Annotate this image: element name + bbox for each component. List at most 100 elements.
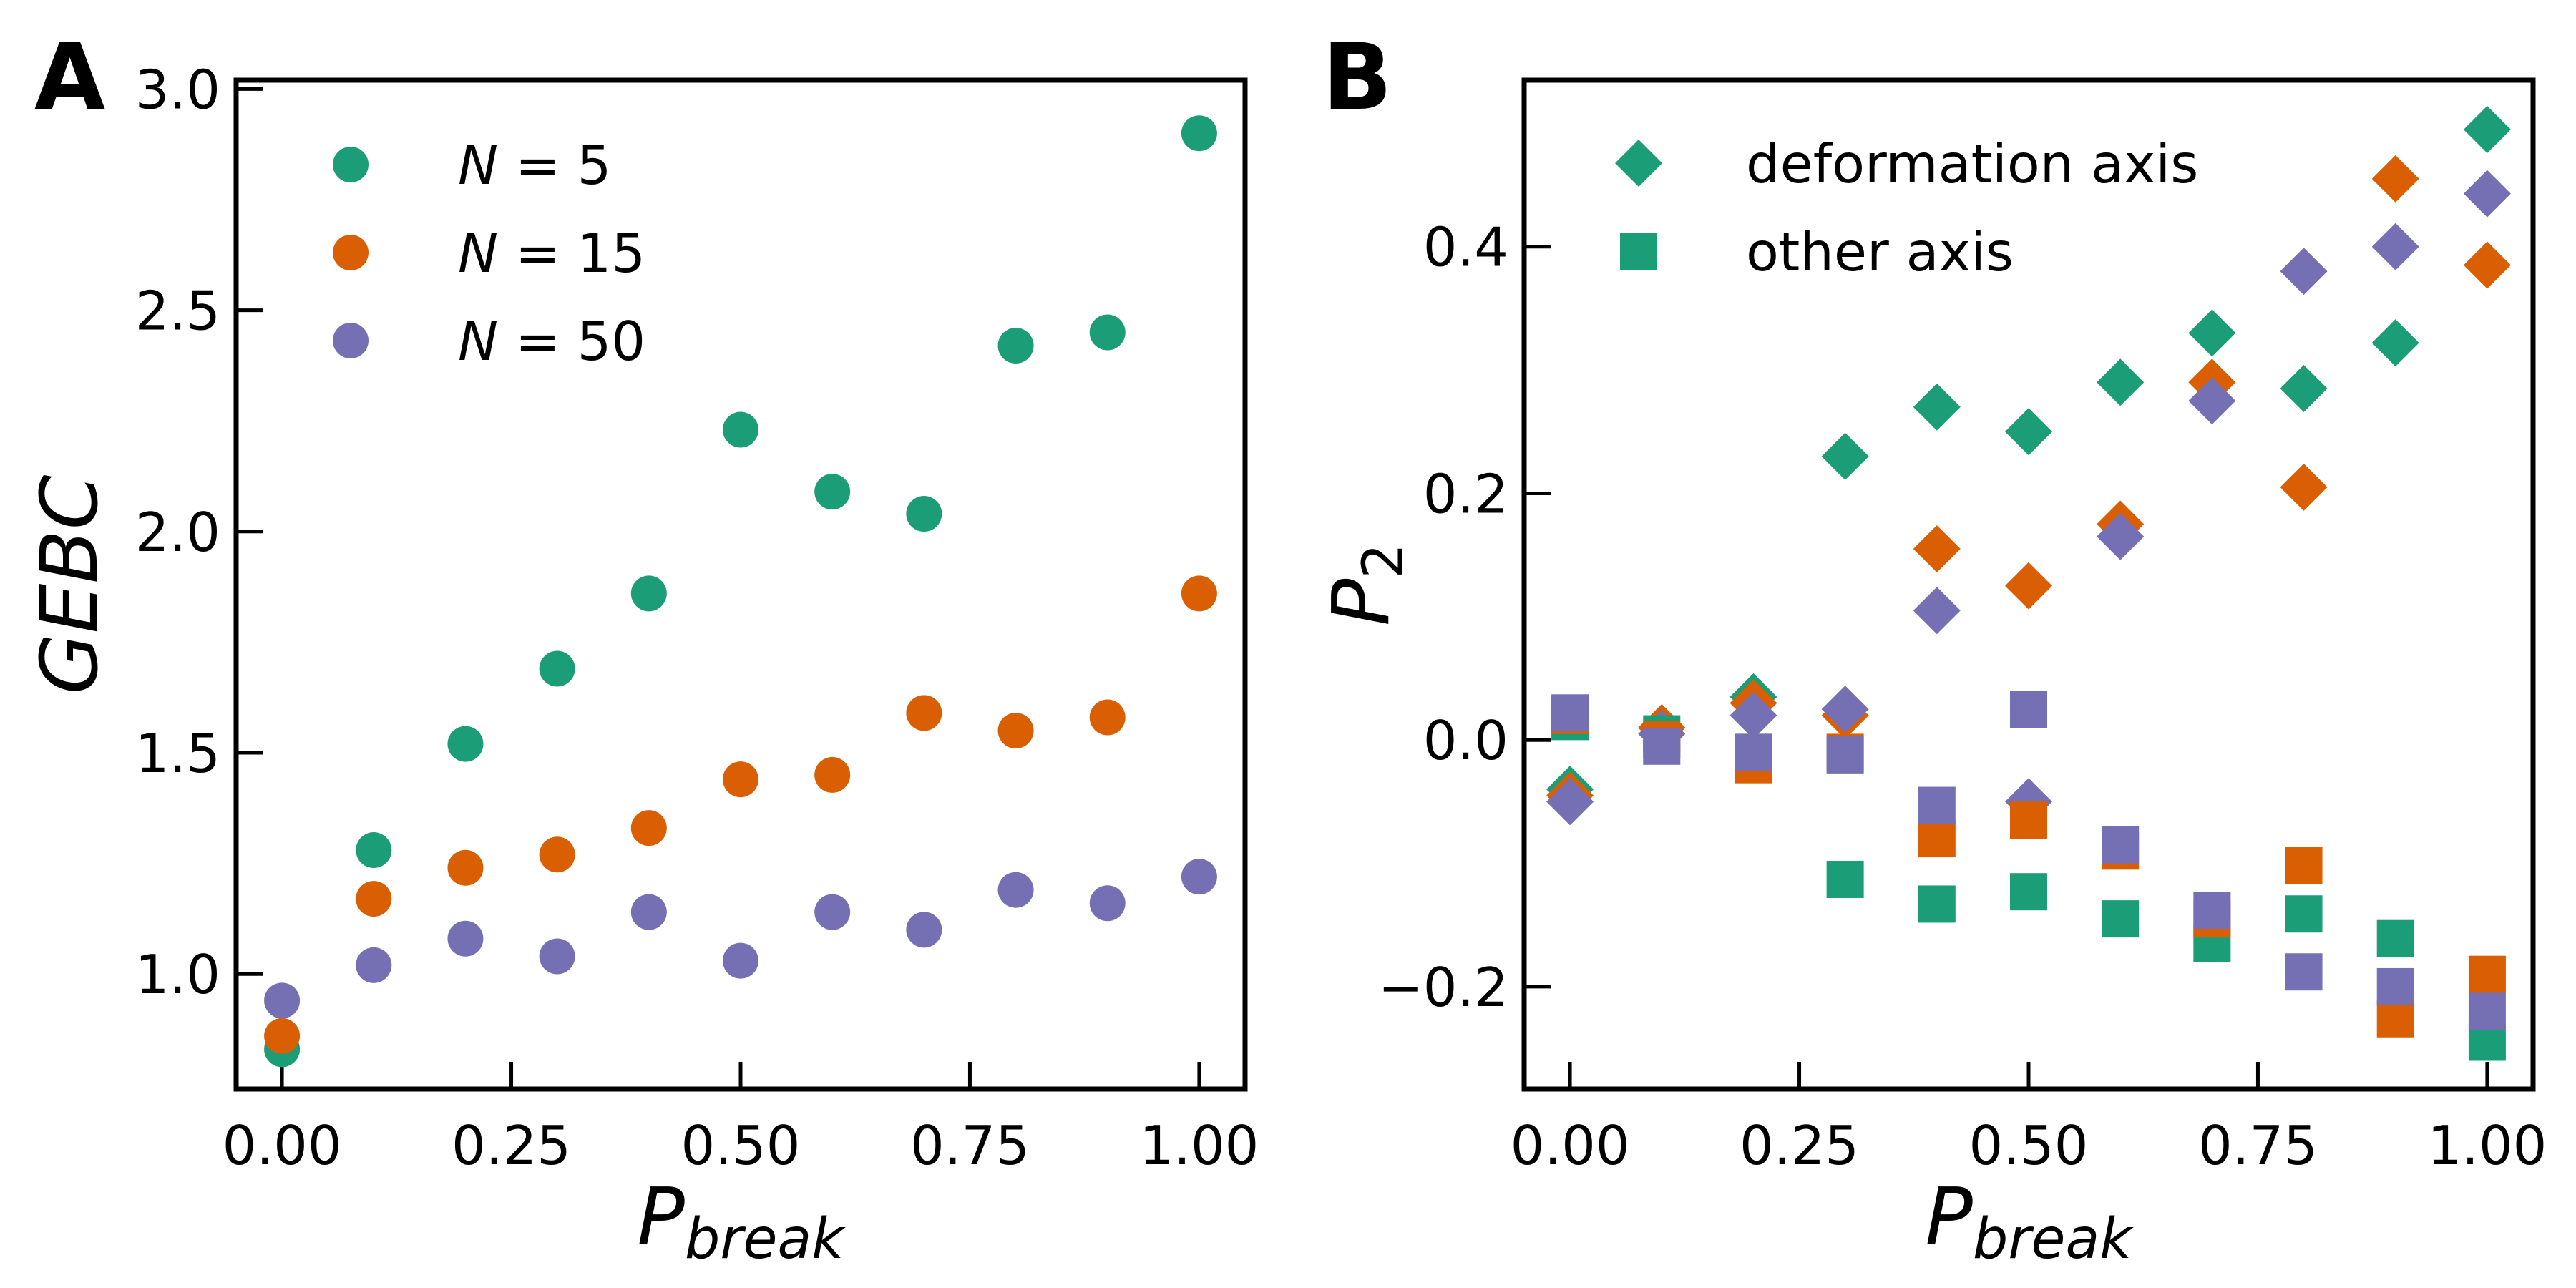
panel-a-x-tick-label: 1.00 (1139, 1114, 1259, 1177)
panel-b-legend-label: other axis (1746, 220, 2014, 283)
panel-b-x-label-main: P (1926, 1171, 1974, 1262)
panel-a-marker-circle-orange (906, 695, 942, 731)
panel-a-x-tick-label: 0.50 (681, 1114, 801, 1177)
panel-a-marker-circle-green (997, 328, 1034, 364)
panel-a-legend-marker (333, 147, 369, 182)
panel-b-y-tick-label: −0.2 (1378, 956, 1508, 1019)
panel-b-y-label: P2 (1315, 543, 1416, 626)
panel-b-marker-diamond-green (2463, 105, 2511, 153)
panel-b-marker-square-orange (2285, 847, 2323, 885)
panel-b-marker-diamond-orange (2371, 155, 2419, 203)
panel-a-marker-circle-orange (539, 836, 575, 873)
panel-a-marker-circle-green (814, 474, 851, 510)
panel-b-marker-square-green (1826, 860, 1864, 898)
panel-b-marker-diamond-purple (1729, 691, 1777, 739)
panel-a-y-tick-label: 1.5 (135, 722, 220, 785)
panel-a-marker-circle-purple (539, 938, 575, 975)
panel-a-plot: 0.00 0.25 0.50 0.75 1.00 1.0 1.5 2.0 2.5 3.0 Pbrea… (24, 58, 1259, 1272)
panel-b-legend: deformation axis other axis (1615, 132, 2198, 283)
panel-b-x-label-sub: break (1973, 1207, 2134, 1272)
panel-b-y-label-sub: 2 (1352, 543, 1416, 579)
panel-b-marker-square-purple (2376, 967, 2414, 1005)
panel-b-y-label-main: P (1315, 578, 1407, 626)
panel-a-y-label: GEBC (24, 474, 115, 694)
panel-a-marker-circle-orange (997, 713, 1034, 749)
panel-b-marker-square-orange (2010, 801, 2047, 839)
panel-a-marker-circle-purple (1089, 885, 1126, 922)
panel-a-marker-circle-orange (814, 756, 851, 793)
panel-b-marker-square-purple (1918, 786, 1956, 824)
panel-b-marker-square-purple (1826, 736, 1864, 774)
panel-b-marker-diamond-purple (1913, 587, 1961, 635)
panel-b-marker-square-purple (2285, 953, 2323, 991)
panel-a-legend: N = 5N = 15N = 50 (333, 134, 645, 373)
panel-b-marker-diamond-purple (2463, 170, 2511, 218)
legend-label-variable: N (458, 310, 498, 373)
panel-b-marker-square-orange (2468, 955, 2506, 993)
panel-b-marker-diamond-green (2005, 408, 2052, 456)
panel-b-x-tick-label: 0.75 (2198, 1114, 2318, 1177)
panel-b-marker-diamond-purple (1546, 778, 1594, 826)
panel-a-marker-circle-green (723, 411, 758, 448)
panel-a-y-tick-label: 2.5 (135, 280, 220, 343)
legend-label-value: = 50 (498, 310, 645, 373)
panel-a-legend-marker (333, 323, 369, 358)
panel-b-marker-diamond-purple (2371, 223, 2419, 270)
panel-a-marker-circle-orange (630, 810, 667, 847)
panel-a-marker-circle-purple (997, 872, 1034, 908)
panel-a-marker-circle-green (630, 575, 667, 612)
legend-label-variable: N (458, 222, 498, 285)
panel-a-marker-circle-purple (723, 942, 758, 979)
panel-b-plot: 0.00 0.25 0.50 0.75 1.00−0.20.00.20.4PbreakP… (1315, 77, 2547, 1272)
panel-b-y-tick-label: 0.2 (1423, 462, 1508, 525)
panel-a-legend-label: N = 15 (458, 222, 645, 285)
panel-b-x-tick-label: 0.00 (1511, 1114, 1630, 1177)
panel-letter-b: B (1322, 24, 1392, 131)
panel-b-marker-square-orange (2376, 1000, 2414, 1038)
panel-b-marker-diamond-green (1913, 383, 1961, 431)
panel-a-axes-frame (233, 77, 1248, 1092)
panel-b-x-tick-label: 0.50 (1969, 1114, 2089, 1177)
panel-a-marker-circle-purple (906, 912, 942, 948)
panel-b-marker-square-green (2010, 873, 2047, 911)
panel-b-marker-square-green (1918, 885, 1956, 923)
panel-b-marker-square-purple (1735, 733, 1772, 771)
panel-a-x-tick-label: 0.25 (452, 1114, 571, 1177)
panel-a-marker-circle-green (906, 496, 942, 532)
panel-a-legend-marker (333, 235, 369, 270)
panel-b-marker-diamond-orange (2463, 241, 2511, 289)
panel-a-marker-circle-orange (723, 761, 758, 798)
panel-b-marker-diamond-orange (1913, 525, 1961, 573)
panel-b-y-tick-label: 0.4 (1423, 216, 1508, 279)
panel-b-axes-frame (1521, 77, 2536, 1092)
panel-b-marker-square-purple (2102, 826, 2140, 864)
panel-a-x-label-main: P (638, 1171, 686, 1262)
panel-a-marker-circle-purple (630, 894, 667, 930)
panel-a-y-tick-label: 1.0 (135, 943, 220, 1006)
panel-b-marker-diamond-purple (2280, 248, 2328, 296)
panel-b-marker-diamond-purple (2188, 377, 2236, 425)
panel-a-marker-circle-purple (356, 947, 392, 983)
panel-b-marker-square-purple (2193, 892, 2231, 930)
panel-b-marker-square-purple (1643, 727, 1681, 765)
panel-a-legend-label: N = 50 (458, 310, 645, 373)
panel-b-marker-diamond-green (2188, 309, 2236, 357)
panel-a-legend-label: N = 5 (458, 134, 611, 197)
panel-b-x-label: Pbreak (1926, 1171, 2135, 1272)
panel-a-marker-circle-green (1181, 115, 1217, 152)
panel-a-marker-circle-green (447, 726, 484, 762)
panel-b-marker-square-green (2376, 919, 2414, 957)
panel-a-x-label: Pbreak (638, 1171, 847, 1272)
panel-b-x-tick-label: 0.25 (1740, 1114, 1859, 1177)
panel-a-marker-circle-orange (1089, 699, 1126, 736)
panel-b-marker-square-purple (1551, 694, 1589, 732)
panel-b-legend-marker-diamond (1615, 140, 1662, 187)
panel-b-marker-diamond-orange (2005, 562, 2052, 610)
panel-a-y-tick-label: 2.0 (135, 501, 220, 564)
panel-b-marker-square-green (2102, 900, 2140, 938)
panel-a-x-tick-label: 0.00 (223, 1114, 342, 1177)
panel-a-marker-circle-orange (447, 849, 484, 886)
panel-a-marker-circle-orange (264, 1018, 301, 1054)
panel-a-x-label-sub: break (685, 1207, 846, 1272)
